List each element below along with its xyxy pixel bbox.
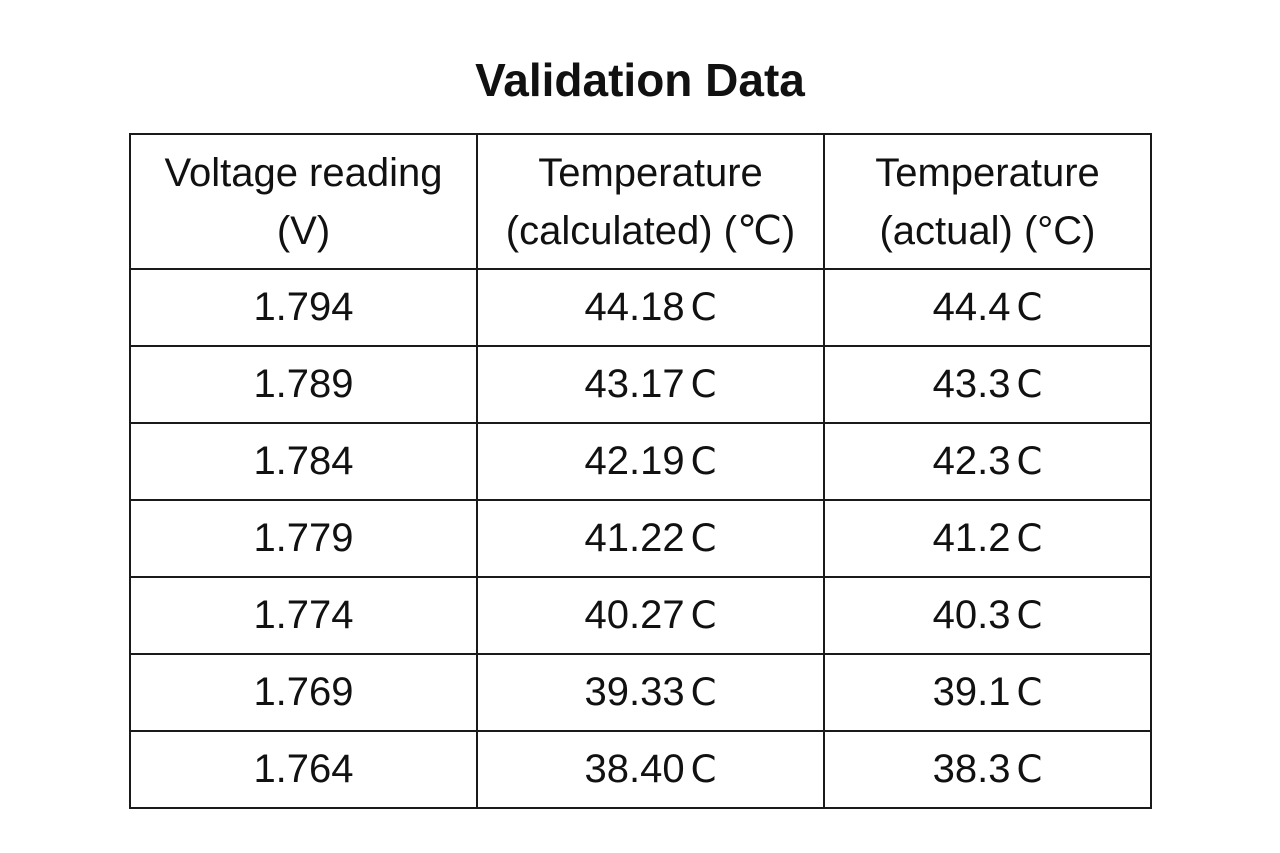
temp-calculated-cell: 41.22 C [476, 499, 825, 578]
temp-actual-cell: 44.4 C [823, 268, 1152, 347]
temp-unit: C [690, 363, 717, 406]
table-row: 1.764 38.40 C 38.3 C [129, 730, 1152, 809]
page-title: Validation Data [475, 54, 805, 106]
header-temp-actual-line1: Temperature [875, 150, 1100, 195]
temp-unit: C [690, 517, 717, 560]
header-voltage-line2: (V) [276, 208, 331, 253]
temp-calculated-value: 44.18 [584, 285, 685, 329]
temp-actual-value: 41.2 [932, 516, 1011, 560]
voltage-cell: 1.769 [129, 653, 478, 732]
temp-actual-cell: 38.3 C [823, 730, 1152, 809]
header-temp-actual: Temperature (actual) (°C) [823, 133, 1152, 270]
temp-unit: C [690, 286, 717, 329]
temp-unit: C [690, 440, 717, 483]
voltage-cell: 1.779 [129, 499, 478, 578]
voltage-cell: 1.794 [129, 268, 478, 347]
voltage-cell: 1.774 [129, 576, 478, 655]
header-temp-calculated-line2: (calculated) (℃) [505, 208, 796, 253]
temp-unit: C [1016, 286, 1043, 329]
temp-unit: C [690, 594, 717, 637]
header-temp-calculated-line1: Temperature [538, 150, 763, 195]
header-temp-actual-line2: (actual) (°C) [879, 208, 1096, 253]
temp-actual-value: 38.3 [932, 747, 1011, 791]
header-temp-calculated: Temperature (calculated) (℃) [476, 133, 825, 270]
temp-calculated-value: 42.19 [584, 439, 685, 483]
temp-unit: C [1016, 748, 1043, 791]
temp-calculated-cell: 40.27 C [476, 576, 825, 655]
validation-table: Voltage reading (V) Temperature (calcula… [129, 133, 1152, 809]
table-row: 1.784 42.19 C 42.3 C [129, 422, 1152, 501]
table-row: 1.779 41.22 C 41.2 C [129, 499, 1152, 578]
table-row: 1.789 43.17 C 43.3 C [129, 345, 1152, 424]
temp-actual-value: 44.4 [932, 285, 1011, 329]
header-row: Voltage reading (V) Temperature (calcula… [129, 133, 1152, 270]
temp-actual-cell: 42.3 C [823, 422, 1152, 501]
temp-actual-value: 42.3 [932, 439, 1011, 483]
table-row: 1.794 44.18 C 44.4 C [129, 268, 1152, 347]
temp-unit: C [690, 748, 717, 791]
temp-calculated-cell: 38.40 C [476, 730, 825, 809]
temp-unit: C [690, 671, 717, 714]
table-row: 1.774 40.27 C 40.3 C [129, 576, 1152, 655]
temp-actual-cell: 39.1 C [823, 653, 1152, 732]
voltage-cell: 1.789 [129, 345, 478, 424]
temp-actual-cell: 40.3 C [823, 576, 1152, 655]
temp-actual-value: 43.3 [932, 362, 1011, 406]
table-row: 1.769 39.33 C 39.1 C [129, 653, 1152, 732]
temp-actual-cell: 41.2 C [823, 499, 1152, 578]
temp-calculated-value: 40.27 [584, 593, 685, 637]
temp-actual-value: 40.3 [932, 593, 1011, 637]
temp-calculated-value: 38.40 [584, 747, 685, 791]
temp-calculated-cell: 39.33 C [476, 653, 825, 732]
temp-calculated-cell: 43.17 C [476, 345, 825, 424]
temp-calculated-cell: 44.18 C [476, 268, 825, 347]
temp-calculated-value: 41.22 [584, 516, 685, 560]
voltage-cell: 1.764 [129, 730, 478, 809]
temp-actual-value: 39.1 [932, 670, 1011, 714]
temp-unit: C [1016, 671, 1043, 714]
temp-unit: C [1016, 594, 1043, 637]
temp-unit: C [1016, 440, 1043, 483]
header-voltage: Voltage reading (V) [129, 133, 478, 270]
temp-calculated-value: 39.33 [584, 670, 685, 714]
temp-calculated-cell: 42.19 C [476, 422, 825, 501]
temp-actual-cell: 43.3 C [823, 345, 1152, 424]
voltage-cell: 1.784 [129, 422, 478, 501]
temp-unit: C [1016, 517, 1043, 560]
header-voltage-line1: Voltage reading [164, 150, 443, 195]
temp-calculated-value: 43.17 [584, 362, 685, 406]
temp-unit: C [1016, 363, 1043, 406]
